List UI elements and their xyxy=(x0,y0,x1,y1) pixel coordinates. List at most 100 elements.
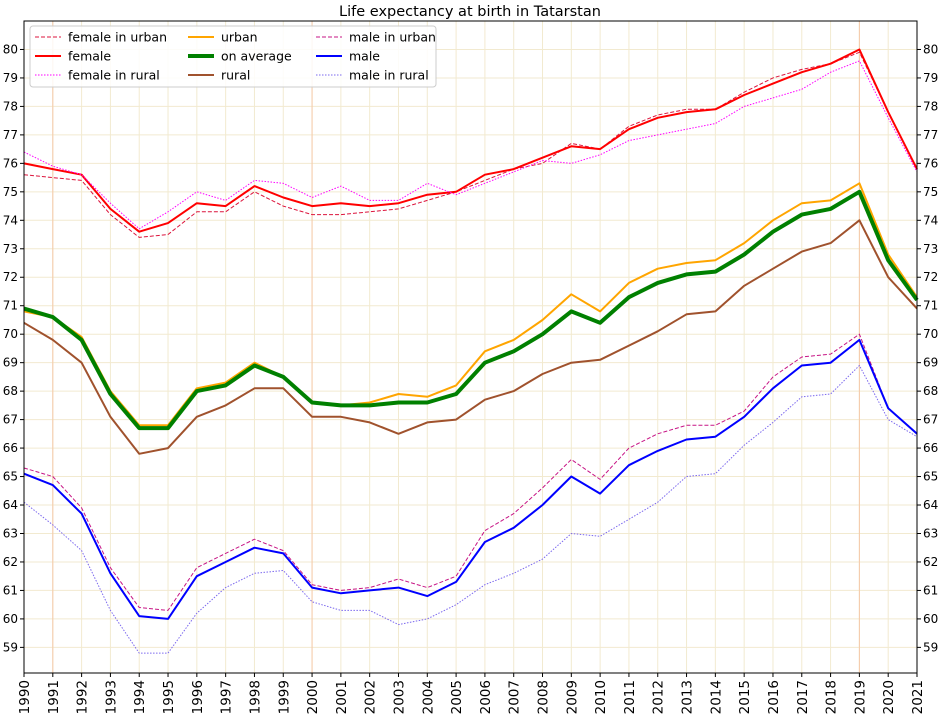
y-tick-label-left: 72 xyxy=(3,270,18,284)
y-tick-label-right: 72 xyxy=(923,270,938,284)
chart-title: Life expectancy at birth in Tatarstan xyxy=(339,4,601,20)
y-tick-label-right: 80 xyxy=(923,42,938,56)
x-tick-label: 2009 xyxy=(564,680,580,714)
y-tick-label-left: 66 xyxy=(3,441,18,455)
axis-frame xyxy=(23,20,918,674)
plot-area: 59 59 60 60 61 61 62 62 63 63 64 64 65 65 66 66 67 67 68 68… xyxy=(3,20,938,714)
y-tick-label-left: 62 xyxy=(3,555,18,569)
x-tick-label: 2003 xyxy=(391,680,407,714)
legend-label: female in urban xyxy=(68,30,167,45)
legend-label: female xyxy=(68,49,111,64)
legend-label: urban xyxy=(221,30,258,45)
y-tick-label-left: 63 xyxy=(3,526,18,540)
x-tick-label: 2007 xyxy=(507,680,523,714)
x-tick-label: 2017 xyxy=(795,680,811,714)
series-line-rural xyxy=(23,219,918,455)
y-tick-label-right: 71 xyxy=(923,299,938,313)
y-tick-label-right: 61 xyxy=(923,583,938,597)
y-tick-label-left: 73 xyxy=(3,242,18,256)
y-tick-label-right: 63 xyxy=(923,526,938,540)
x-tick-label: 1994 xyxy=(132,680,148,714)
y-tick-label-right: 64 xyxy=(923,498,938,512)
y-tick-label-left: 67 xyxy=(3,413,18,427)
y-tick-label-left: 78 xyxy=(3,99,18,113)
y-tick-label-left: 64 xyxy=(3,498,18,512)
x-tick-label: 2018 xyxy=(824,680,840,714)
x-tick-label: 2013 xyxy=(680,680,696,714)
y-tick-label-right: 79 xyxy=(923,71,938,85)
legend-label: male in rural xyxy=(349,68,429,83)
x-tick-label: 2002 xyxy=(363,680,379,714)
y-tick-label-right: 73 xyxy=(923,242,938,256)
x-tick-label: 1990 xyxy=(17,680,33,714)
y-tick-label-right: 77 xyxy=(923,128,938,142)
x-tick-label: 2004 xyxy=(420,680,436,714)
legend-label: rural xyxy=(221,68,250,83)
x-tick-label: 2006 xyxy=(478,680,494,714)
x-tick-label: 2011 xyxy=(622,680,638,714)
legend-label: male xyxy=(349,49,380,64)
series-line-male xyxy=(23,338,918,620)
y-tick-label-right: 60 xyxy=(923,612,938,626)
series-line-female-in-rural xyxy=(23,60,918,230)
legend-label: male in urban xyxy=(349,30,436,45)
y-tick-label-left: 79 xyxy=(3,71,18,85)
x-tick-label: 2021 xyxy=(910,680,926,714)
y-tick-label-right: 67 xyxy=(923,413,938,427)
x-tick-label: 2020 xyxy=(881,680,897,714)
series-line-female-in-urban xyxy=(23,51,918,238)
y-tick-label-right: 75 xyxy=(923,185,938,199)
legend: female in urban female female in rural urba… xyxy=(29,25,437,88)
y-tick-label-left: 61 xyxy=(3,583,18,597)
y-tick-label-right: 68 xyxy=(923,384,938,398)
y-tick-label-right: 76 xyxy=(923,156,938,170)
y-tick-label-left: 71 xyxy=(3,299,18,313)
x-tick-label: 2014 xyxy=(708,680,724,714)
x-tick-label: 1991 xyxy=(46,680,62,714)
y-tick-label-left: 65 xyxy=(3,470,18,484)
x-tick-label: 2008 xyxy=(536,680,552,714)
plot-background xyxy=(24,21,917,673)
x-tick-label: 1997 xyxy=(219,680,235,714)
x-tick-label: 2015 xyxy=(737,680,753,714)
x-tick-label: 1992 xyxy=(75,680,91,714)
legend-label: female in rural xyxy=(68,68,160,83)
y-tick-label-left: 68 xyxy=(3,384,18,398)
y-tick-label-left: 76 xyxy=(3,156,18,170)
y-tick-label-left: 70 xyxy=(3,327,18,341)
x-tick-label: 2019 xyxy=(852,680,868,714)
y-tick-label-left: 69 xyxy=(3,356,18,370)
y-tick-label-right: 66 xyxy=(923,441,938,455)
series-line-on-average xyxy=(23,189,919,431)
y-tick-label-right: 70 xyxy=(923,327,938,341)
y-tick-label-left: 80 xyxy=(3,42,18,56)
legend-box xyxy=(29,25,437,88)
x-tick-label: 1999 xyxy=(276,680,292,714)
series-line-male-in-rural xyxy=(23,365,918,654)
y-tick-label-left: 77 xyxy=(3,128,18,142)
y-tick-label-right: 74 xyxy=(923,213,938,227)
series-line-female xyxy=(23,48,918,233)
x-tick-label: 1998 xyxy=(247,680,263,714)
x-tick-label: 2005 xyxy=(449,680,465,714)
x-tick-label: 1996 xyxy=(190,680,206,714)
y-tick-label-left: 59 xyxy=(3,640,18,654)
x-tick-label: 1995 xyxy=(161,680,177,714)
y-tick-label-left: 74 xyxy=(3,213,18,227)
y-tick-label-right: 59 xyxy=(923,640,938,654)
x-tick-label: 2016 xyxy=(766,680,782,714)
y-tick-label-left: 60 xyxy=(3,612,18,626)
x-tick-label: 2001 xyxy=(334,680,350,714)
y-tick-label-left: 75 xyxy=(3,185,18,199)
legend-label: on average xyxy=(221,49,292,64)
x-tick-label: 2000 xyxy=(305,680,321,714)
series-line-male-in-urban xyxy=(23,333,918,611)
y-tick-label-right: 78 xyxy=(923,99,938,113)
y-tick-label-right: 69 xyxy=(923,356,938,370)
x-tick-label: 1993 xyxy=(103,680,119,714)
y-tick-label-right: 62 xyxy=(923,555,938,569)
x-tick-label: 2012 xyxy=(651,680,667,714)
x-tick-label: 2010 xyxy=(593,680,609,714)
y-tick-label-right: 65 xyxy=(923,470,938,484)
